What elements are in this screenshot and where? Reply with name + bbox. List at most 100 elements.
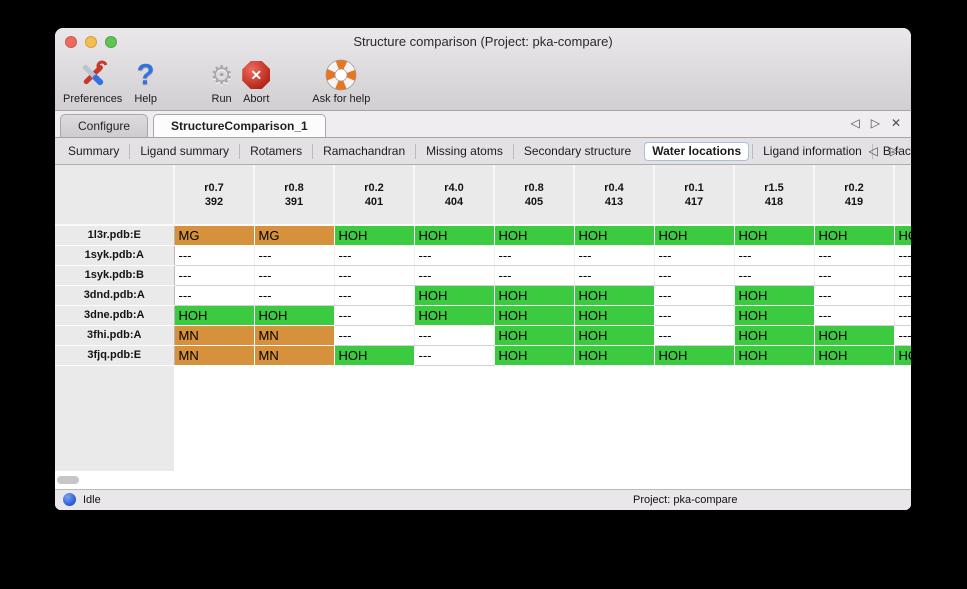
table-cell[interactable]: ---: [654, 245, 735, 266]
subtab-missing-atoms[interactable]: Missing atoms: [415, 143, 513, 159]
subtab-ligand-information[interactable]: Ligand information: [752, 143, 872, 159]
table-cell[interactable]: ---: [414, 325, 495, 346]
table-cell[interactable]: ---: [654, 285, 735, 306]
abort-button[interactable]: ✕ Abort: [242, 57, 271, 106]
table-cell[interactable]: HOH: [654, 345, 735, 366]
scrollbar-thumb[interactable]: [57, 476, 79, 484]
table-cell[interactable]: ---: [334, 285, 415, 306]
table-cell[interactable]: ---: [174, 265, 255, 286]
table-cell[interactable]: HOH: [574, 325, 655, 346]
table-cell[interactable]: ---: [174, 245, 255, 266]
sub-tab-nav: ◁ ▷: [869, 144, 899, 158]
table-cell[interactable]: HOH: [334, 345, 415, 366]
table-cell[interactable]: HOH: [894, 345, 911, 366]
table-cell[interactable]: HOH: [494, 305, 575, 326]
table-cell[interactable]: ---: [894, 305, 911, 326]
tab-configure[interactable]: Configure: [60, 114, 149, 137]
table-cell[interactable]: ---: [814, 265, 895, 286]
table-cell[interactable]: ---: [574, 245, 655, 266]
table-cell[interactable]: ---: [574, 265, 655, 286]
table-cell[interactable]: HOH: [574, 285, 655, 306]
minimize-window-icon[interactable]: [85, 36, 97, 48]
horizontal-scrollbar[interactable]: [55, 471, 911, 489]
table-cell[interactable]: HOH: [734, 225, 815, 246]
table-cell[interactable]: MN: [174, 325, 255, 346]
table-cell[interactable]: ---: [494, 265, 575, 286]
help-label: Help: [134, 93, 157, 105]
table-cell[interactable]: ---: [734, 245, 815, 266]
table-cell[interactable]: ---: [334, 305, 415, 326]
table-cell[interactable]: ---: [254, 245, 335, 266]
table-cell[interactable]: HOH: [334, 225, 415, 246]
subtab-next-icon[interactable]: ▷: [889, 144, 899, 158]
table-cell[interactable]: ---: [654, 265, 735, 286]
help-button[interactable]: ? Help: [134, 57, 157, 106]
table-cell[interactable]: ---: [334, 325, 415, 346]
table-cell[interactable]: HOH: [734, 345, 815, 366]
run-button[interactable]: ⚙ Run: [210, 57, 233, 106]
table-cell[interactable]: ---: [254, 265, 335, 286]
subtab-secondary-structure[interactable]: Secondary structure: [512, 143, 641, 159]
table-cell[interactable]: HOH: [254, 305, 335, 326]
subtab-ramachandran[interactable]: Ramachandran: [312, 143, 415, 159]
table-cell[interactable]: HOH: [814, 225, 895, 246]
subtab-rotamers[interactable]: Rotamers: [239, 143, 312, 159]
table-cell[interactable]: HOH: [734, 285, 815, 306]
table-cell[interactable]: HOH: [494, 325, 575, 346]
table-cell[interactable]: HOH: [814, 325, 895, 346]
subtab-summary[interactable]: Summary: [68, 143, 120, 158]
table-cell[interactable]: HOH: [414, 305, 495, 326]
table-cell[interactable]: HOH: [654, 225, 735, 246]
table-cell[interactable]: HOH: [734, 325, 815, 346]
ask-for-help-button[interactable]: Ask for help: [312, 57, 370, 106]
subtab-water-locations[interactable]: Water locations: [644, 141, 750, 161]
table-cell[interactable]: HOH: [414, 285, 495, 306]
table-cell[interactable]: ---: [174, 285, 255, 306]
table-cell[interactable]: HOH: [734, 305, 815, 326]
table-cell[interactable]: ---: [894, 325, 911, 346]
table-cell[interactable]: HOH: [494, 225, 575, 246]
table-cell[interactable]: ---: [894, 245, 911, 266]
table-cell[interactable]: MN: [254, 325, 335, 346]
table-cell[interactable]: MN: [174, 345, 255, 366]
table-cell[interactable]: HOH: [494, 345, 575, 366]
subtab-prev-icon[interactable]: ◁: [868, 144, 878, 158]
table-cell[interactable]: HOH: [574, 225, 655, 246]
subtab-ligand-summary[interactable]: Ligand summary: [129, 143, 239, 159]
table-cell[interactable]: MG: [254, 225, 335, 246]
tab-close-icon[interactable]: ✕: [890, 116, 901, 130]
preferences-button[interactable]: Preferences: [63, 57, 122, 106]
table-cell[interactable]: ---: [814, 245, 895, 266]
tab-structurecomparison-1[interactable]: StructureComparison_1: [153, 114, 326, 137]
table-cell[interactable]: ---: [654, 325, 735, 346]
table-cell[interactable]: ---: [894, 265, 911, 286]
table-cell[interactable]: ---: [334, 265, 415, 286]
table-cell[interactable]: MN: [254, 345, 335, 366]
table-cell[interactable]: ---: [654, 305, 735, 326]
table-cell[interactable]: ---: [814, 285, 895, 306]
table-cell[interactable]: HOH: [494, 285, 575, 306]
table-cell[interactable]: ---: [734, 265, 815, 286]
table-cell[interactable]: ---: [894, 285, 911, 306]
table-cell[interactable]: HOH: [574, 345, 655, 366]
zoom-window-icon[interactable]: [105, 36, 117, 48]
tab-next-icon[interactable]: ▷: [870, 116, 880, 130]
table-cell[interactable]: ---: [414, 345, 495, 366]
table-cell[interactable]: ---: [334, 245, 415, 266]
table-cell[interactable]: ---: [414, 245, 495, 266]
table-cell[interactable]: HOH: [414, 225, 495, 246]
table-cell[interactable]: ---: [494, 245, 575, 266]
table-cell[interactable]: ---: [814, 305, 895, 326]
subtab-b-factors[interactable]: B-factors: [871, 143, 911, 159]
close-window-icon[interactable]: [65, 36, 77, 48]
table-cell[interactable]: HOH: [814, 345, 895, 366]
table-cell[interactable]: ---: [254, 285, 335, 306]
table-cell[interactable]: HOH: [894, 225, 911, 246]
table-cell[interactable]: HOH: [574, 305, 655, 326]
table-cell[interactable]: ---: [414, 265, 495, 286]
table-cell[interactable]: HOH: [174, 305, 255, 326]
table-cell[interactable]: MG: [174, 225, 255, 246]
column-header: [894, 165, 911, 226]
title-bar[interactable]: Structure comparison (Project: pka-compa…: [55, 28, 911, 56]
tab-prev-icon[interactable]: ◁: [850, 116, 860, 130]
